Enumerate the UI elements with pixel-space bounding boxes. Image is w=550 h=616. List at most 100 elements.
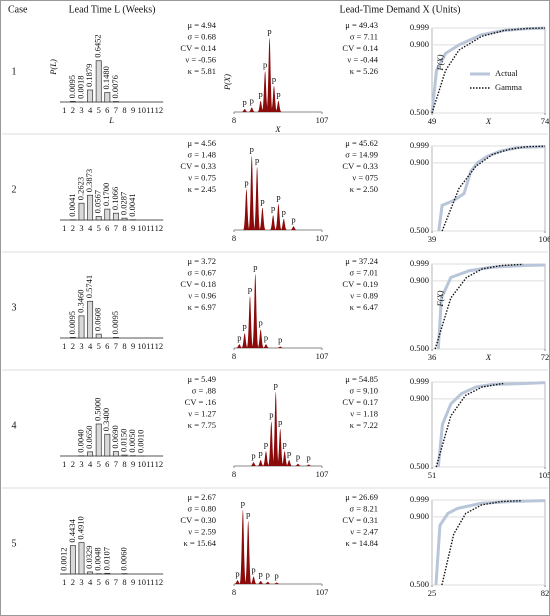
peak — [252, 274, 259, 348]
bar — [104, 208, 111, 221]
peak-label: p — [282, 207, 286, 217]
peak — [280, 218, 287, 230]
stat: κ = 5.81 — [188, 66, 216, 76]
x-tick-label: 6 — [105, 105, 109, 115]
x-tick-label: 2 — [71, 105, 75, 115]
x-tick-label: 6 — [105, 341, 109, 351]
peak-label: p — [278, 334, 282, 344]
x-tick-label: 107 — [316, 351, 329, 361]
cdf-line — [441, 499, 522, 586]
stat: ν = 2.59 — [188, 526, 216, 536]
stat: σ = 0.80 — [187, 503, 216, 513]
peak — [248, 156, 255, 230]
peak — [241, 333, 248, 348]
x-tick-label: 25 — [428, 588, 437, 598]
x-tick-label: 4 — [88, 105, 93, 115]
stat: σ = 14.99 — [345, 149, 378, 159]
stat: ν = 075 — [352, 172, 378, 182]
x-tick-label: 8 — [122, 223, 126, 233]
value-label: 0.0050 — [127, 429, 137, 452]
value-label: 0.0107 — [101, 547, 111, 570]
value-label: 0.0690 — [110, 425, 120, 448]
y-tick-label: 0.500 — [410, 343, 429, 353]
bar — [95, 60, 102, 103]
header-lead-time: Lead Time L (Weeks) — [69, 4, 156, 15]
peak — [239, 510, 247, 584]
peak — [259, 207, 266, 230]
stat: κ = 6.47 — [350, 302, 378, 312]
peak — [236, 344, 243, 348]
stat: μ = 49.43 — [345, 20, 378, 30]
plot-frame — [431, 27, 546, 114]
x-tick-label: 1 — [62, 577, 66, 587]
stat: CV = 0.18 — [180, 279, 216, 289]
peak-label: p — [246, 509, 250, 519]
stat: ν = 0.89 — [350, 290, 378, 300]
peak-label: p — [235, 568, 239, 578]
x-tick-label: 107 — [316, 469, 329, 479]
peak-label: p — [253, 262, 257, 272]
value-label: 0.5000 — [93, 398, 103, 421]
x-tick-label: 8 — [122, 459, 126, 469]
peak-label: p — [264, 332, 268, 342]
bar — [87, 451, 94, 457]
peak — [275, 204, 282, 230]
x-tick-label: 8 — [232, 469, 236, 479]
x-tick-label: 3 — [79, 577, 83, 587]
value-label: 0.0041 — [127, 193, 137, 216]
value-label: 0.0150 — [118, 429, 128, 452]
x-tick-label: 74 — [541, 116, 550, 126]
value-label: 0.6452 — [93, 34, 103, 57]
x-tick-label: 5 — [97, 577, 101, 587]
peak — [245, 521, 252, 584]
peak-label: p — [296, 452, 300, 462]
stat: CV = 0.17 — [342, 397, 378, 407]
value-label: 0.3873 — [84, 169, 94, 192]
axis-label: P(L) — [48, 59, 58, 76]
value-label: 0.4910 — [75, 516, 85, 539]
peak-label: p — [244, 177, 248, 187]
axis-label: L — [108, 115, 114, 125]
value-label: 0.2623 — [75, 177, 85, 200]
value-label: 0.0329 — [84, 546, 94, 569]
value-label: 0.1700 — [101, 183, 111, 206]
x-tick-label: 11 — [146, 577, 154, 587]
bar — [95, 423, 102, 457]
axis-label: P(X) — [222, 74, 232, 91]
x-tick-label: 6 — [105, 577, 109, 587]
stat: ν = 1.27 — [188, 408, 216, 418]
legend-label: Actual — [495, 68, 518, 78]
bar — [112, 337, 119, 339]
peak — [262, 451, 270, 466]
stat: κ = 6.97 — [188, 302, 216, 312]
cdf-line — [436, 381, 546, 468]
x-tick-label: 4 — [88, 459, 93, 469]
y-tick-label: 0.900 — [410, 39, 429, 49]
peak-label: p — [267, 26, 271, 36]
peak-label: p — [260, 196, 264, 206]
x-tick-label: 10 — [137, 223, 146, 233]
bar — [104, 433, 111, 457]
x-tick-label: 10 — [137, 341, 146, 351]
value-label: 0.0608 — [93, 308, 103, 331]
header-demand: Lead-Time Demand X (Units) — [340, 4, 461, 15]
x-tick-label: 7 — [114, 577, 118, 587]
x-tick-label: 8 — [232, 587, 236, 597]
bar — [69, 337, 76, 339]
x-tick-label: 5 — [97, 341, 101, 351]
y-tick-label: 0.900 — [410, 275, 429, 285]
x-tick-label: 2 — [71, 577, 75, 587]
bar — [69, 545, 76, 575]
stat: CV = .16 — [185, 397, 216, 407]
value-label: 0.1480 — [101, 66, 111, 89]
bar — [87, 194, 94, 221]
value-label: 0.0287 — [118, 192, 128, 215]
x-tick-label: 11 — [146, 459, 154, 469]
peak — [243, 189, 250, 230]
stat: CV = 0.19 — [342, 279, 378, 289]
peak-label: p — [272, 74, 276, 84]
bar — [87, 300, 94, 339]
stat: CV = 0.31 — [342, 515, 378, 525]
peak — [257, 329, 264, 348]
value-label: 0.0040 — [75, 429, 85, 452]
